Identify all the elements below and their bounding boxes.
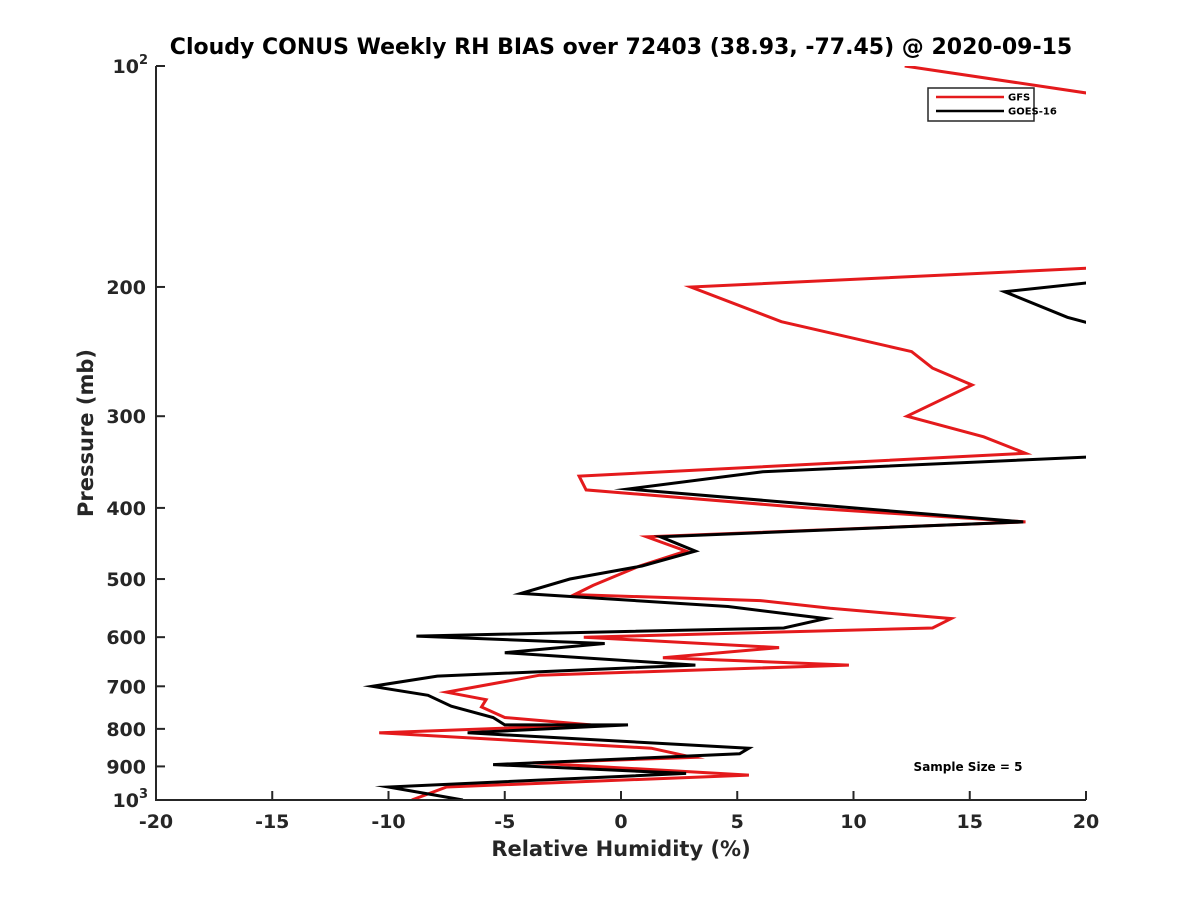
legend-label-goes16: GOES-16 [1008,107,1057,118]
x-tick-label: -10 [371,811,405,833]
axes-frame [155,66,1086,801]
y-tick-label: 500 [106,569,146,591]
y-axis-title: Pressure (mb) [74,349,98,517]
y-axis-ticks: 102 200 300 400 500 600 700 800 900 103 [106,53,165,812]
chart-title: Cloudy CONUS Weekly RH BIAS over 72403 (… [170,35,1072,60]
x-tick-label: 15 [957,811,983,833]
legend-box [927,87,1035,122]
y-tick-label: 200 [106,277,146,299]
legend: GFS GOES-16 [927,87,1057,122]
y-tick-label: 700 [106,676,146,698]
series-line-gfs [379,66,1086,800]
y-tick-label: 102 [113,53,149,78]
x-tick-label: -15 [255,811,289,833]
x-tick-label: 0 [614,811,627,833]
x-tick-label: 5 [731,811,744,833]
x-tick-label: -20 [139,811,173,833]
legend-label-gfs: GFS [1008,93,1030,104]
y-tick-label: 300 [106,406,146,428]
y-tick-label: 900 [106,756,146,778]
y-tick-label: 103 [113,787,149,812]
sample-size-annotation: Sample Size = 5 [914,760,1023,774]
x-axis-title: Relative Humidity (%) [491,837,750,861]
y-tick-label: 600 [106,627,146,649]
y-tick-label: 400 [106,498,146,520]
x-tick-label: 20 [1073,811,1099,833]
y-tick-label: 800 [106,719,146,741]
x-tick-label: -5 [494,811,515,833]
series-line-goes16 [362,281,1086,800]
x-axis-ticks: -20 -15 -10 -5 0 5 10 15 20 [139,791,1099,833]
x-tick-label: 10 [840,811,866,833]
series-layer [362,66,1086,800]
